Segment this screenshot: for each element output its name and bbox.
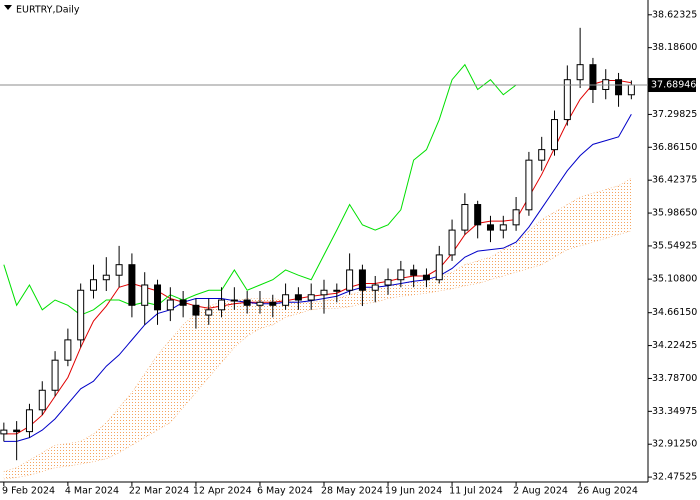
symbol-icon (4, 5, 12, 10)
chart-title: EURTRY,Daily (16, 5, 80, 16)
candle-body (371, 284, 379, 291)
candle-body (563, 79, 571, 121)
candle-body (77, 289, 85, 341)
y-tick-label: 38.18600 (652, 42, 697, 53)
candle-body (448, 229, 456, 256)
candle-body (525, 159, 533, 211)
x-tick-label: 26 Aug 2024 (577, 486, 638, 497)
last-price-box (648, 78, 696, 93)
candle-body (307, 294, 315, 301)
candle-body (141, 284, 149, 306)
x-tick-label: 11 Jul 2024 (449, 486, 503, 497)
candle-body (422, 274, 430, 281)
x-tick-label: 2 Aug 2024 (513, 486, 568, 497)
y-tick-label: 32.91250 (652, 439, 697, 450)
candle-body (243, 299, 251, 306)
y-tick-label: 33.78700 (652, 373, 697, 384)
y-tick-label: 36.42375 (652, 175, 697, 186)
x-tick-label: 28 May 2024 (321, 486, 383, 497)
candle-body (294, 294, 302, 301)
candle-body (0, 429, 8, 435)
candle-body (486, 224, 494, 231)
candle-body (333, 289, 341, 292)
candle-body (205, 309, 213, 316)
y-tick-label: 33.34975 (652, 406, 697, 417)
y-tick-label: 36.86150 (652, 142, 697, 153)
candle-body (166, 299, 174, 311)
indicator-line (3, 63, 517, 316)
y-tick-label: 35.98650 (652, 208, 697, 219)
candle-body (25, 409, 33, 433)
x-tick-label: 19 Jun 2024 (385, 486, 442, 497)
candle-body (13, 429, 21, 433)
candle-body (346, 269, 354, 291)
candle-body (218, 299, 226, 311)
x-tick-label: 6 May 2024 (257, 486, 313, 497)
candle-body (115, 264, 123, 276)
candle-body (358, 269, 366, 291)
candle-body (615, 79, 623, 96)
candle-body (410, 269, 418, 276)
candle-body (179, 299, 187, 306)
candle-body (551, 119, 559, 151)
cloud-edge (3, 177, 632, 472)
candle-body (89, 279, 97, 291)
x-tick-label: 4 Mar 2024 (65, 486, 119, 497)
x-tick-label: 22 Mar 2024 (129, 486, 189, 497)
candle-body (38, 389, 46, 411)
candle-body (128, 264, 136, 306)
candle-body (102, 274, 110, 281)
candle-body (397, 269, 405, 281)
y-tick-label: 32.47525 (652, 472, 697, 483)
candle-body (589, 64, 597, 90)
candle-body (512, 209, 520, 226)
candle-body (64, 339, 72, 361)
y-tick-label: 35.54925 (652, 240, 697, 251)
candle-body (320, 289, 328, 296)
candle-body (499, 224, 507, 231)
candle-body (269, 301, 277, 306)
candle-body (627, 84, 635, 96)
y-tick-label: 37.29825 (652, 109, 697, 120)
candle-body (192, 304, 200, 316)
candle-body (384, 279, 392, 286)
indicator-line (3, 114, 632, 442)
y-tick-label: 34.22425 (652, 340, 697, 351)
candle-body (538, 149, 546, 161)
candle-body (461, 204, 469, 231)
x-tick-label: 12 Apr 2024 (193, 486, 252, 497)
y-tick-label: 35.10800 (652, 274, 697, 285)
ichimoku-cloud (3, 178, 632, 479)
y-tick-label: 34.66150 (652, 307, 697, 318)
candle-body (435, 254, 443, 281)
candle-body (154, 284, 162, 311)
candle-body (230, 299, 238, 302)
candle-body (51, 359, 59, 391)
x-tick-label: 9 Feb 2024 (2, 486, 55, 497)
y-tick-label: 38.62325 (652, 9, 697, 20)
candle-body (282, 294, 290, 306)
candle-body (256, 301, 264, 306)
last-price-label: 37.68946 (651, 80, 696, 91)
candle-body (474, 204, 482, 226)
candle-body (576, 64, 584, 81)
